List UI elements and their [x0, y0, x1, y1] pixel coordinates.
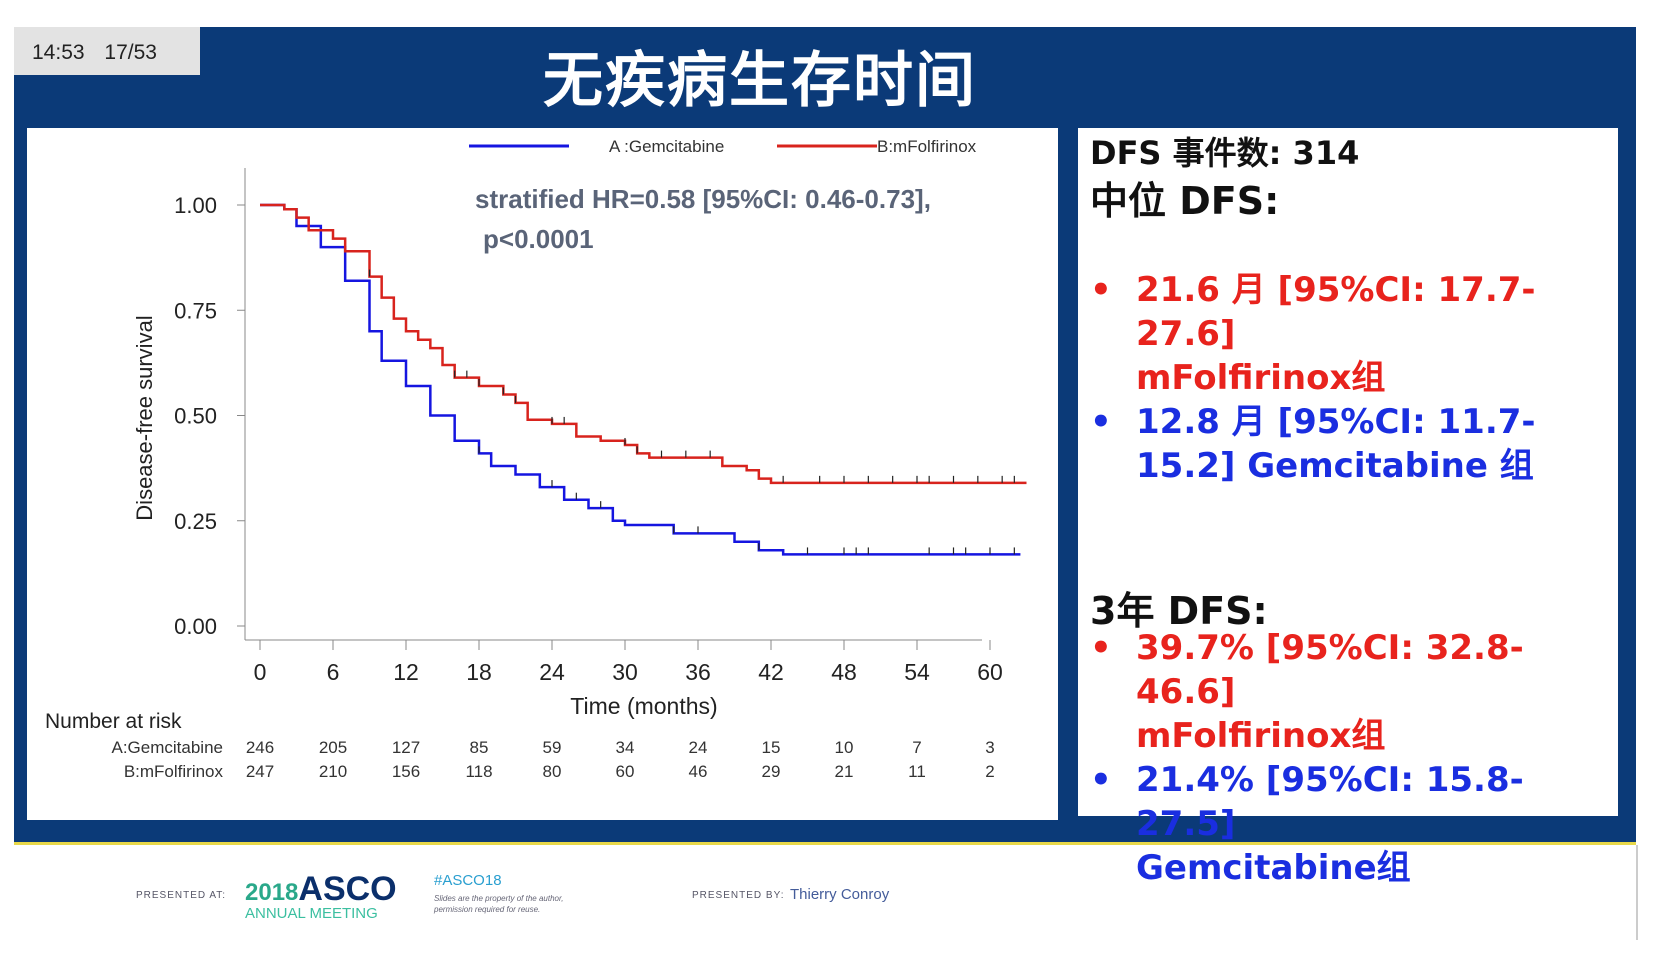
- km-curve-gemcitabine: [260, 203, 1021, 556]
- y-tick-label: 0.00: [174, 614, 217, 639]
- risk-value: 15: [762, 738, 781, 757]
- events-count: DFS 事件数: 314: [1090, 134, 1360, 172]
- logo-year: 2018: [245, 879, 299, 906]
- x-tick-label: 36: [685, 659, 711, 685]
- result-line: 39.7% [95%CI: 32.8-46.6]: [1136, 628, 1524, 712]
- risk-value: 205: [319, 738, 347, 757]
- footer: PRESENTED AT: 2018ASCO ANNUAL MEETING #A…: [0, 848, 1656, 968]
- asco-logo: 2018ASCO ANNUAL MEETING: [245, 870, 397, 922]
- chart-panel: 0.00 0.25 0.50 0.75 1.00 0 6 12 18 24 30 36 42 48 54 60…: [27, 128, 1058, 820]
- disclaimer: permission required for reuse.: [434, 905, 541, 914]
- risk-value: 24: [689, 738, 708, 757]
- logo-name: ASCO: [298, 870, 397, 908]
- bullet-icon: •: [1090, 402, 1112, 442]
- risk-value: 2: [985, 762, 994, 781]
- x-tick-label: 42: [758, 659, 784, 685]
- slide-counter: 14:53 17/53: [14, 27, 200, 75]
- risk-value: 34: [616, 738, 635, 757]
- km-curve-mfolfirinox: [260, 203, 1027, 485]
- x-tick-label: 54: [904, 659, 930, 685]
- disclaimer: Slides are the property of the author,: [434, 894, 564, 903]
- result-line: 21.4% [95%CI: 15.8-27.5]: [1136, 760, 1524, 844]
- risk-value: 85: [470, 738, 489, 757]
- y-tick-label: 0.50: [174, 404, 217, 429]
- risk-value: 80: [543, 762, 562, 781]
- result-line: 21.6 月 [95%CI: 17.7-: [1136, 270, 1536, 310]
- bullet-icon: •: [1090, 760, 1112, 800]
- result-line: mFolfirinox组: [1136, 716, 1386, 756]
- result-item: • 12.8 月 [95%CI: 11.7- 15.2] Gemcitabine 组: [1078, 400, 1536, 488]
- slide-number: 17/53: [104, 41, 157, 64]
- presented-by: PRESENTED BY:: [692, 890, 785, 901]
- x-tick-label: 0: [254, 659, 267, 685]
- result-line: mFolfirinox组: [1136, 358, 1386, 398]
- risk-value: 246: [246, 738, 274, 757]
- risk-value: 59: [543, 738, 562, 757]
- risk-value: 118: [465, 762, 492, 781]
- legend-label: B:mFolfirinox: [877, 137, 977, 156]
- divider: [1636, 845, 1638, 940]
- result-line: 27.6]: [1136, 314, 1236, 354]
- risk-value: 156: [392, 762, 420, 781]
- risk-value: 210: [319, 762, 347, 781]
- result-item: • 21.6 月 [95%CI: 17.7- 27.6] mFolfirinox组: [1078, 268, 1536, 400]
- presented-at: PRESENTED AT:: [136, 890, 227, 901]
- x-tick-label: 48: [831, 659, 857, 685]
- result-item: • 21.4% [95%CI: 15.8-27.5] Gemcitabine组: [1078, 758, 1618, 890]
- risk-value: 7: [912, 738, 921, 757]
- median-heading: 中位 DFS:: [1090, 179, 1280, 223]
- risk-value: 10: [835, 738, 854, 757]
- result-line: Gemcitabine组: [1136, 848, 1411, 888]
- x-tick-label: 60: [977, 659, 1003, 685]
- x-tick-label: 24: [539, 659, 565, 685]
- p-value: p<0.0001: [483, 224, 594, 254]
- y-tick-label: 0.25: [174, 509, 217, 534]
- result-item: • 39.7% [95%CI: 32.8-46.6] mFolfirinox组: [1078, 626, 1618, 758]
- hr-annotation: stratified HR=0.58 [95%CI: 0.46-0.73],: [475, 184, 931, 214]
- x-tick-label: 6: [327, 659, 340, 685]
- x-tick-label: 30: [612, 659, 638, 685]
- risk-table-label: Number at risk: [45, 710, 182, 733]
- hashtag: #ASCO18: [434, 872, 502, 889]
- three-year-heading: 3年 DFS:: [1090, 589, 1268, 633]
- y-tick-label: 1.00: [174, 193, 217, 218]
- slide-title: 无疾病生存时间: [543, 46, 977, 116]
- time: 14:53: [32, 41, 85, 64]
- result-line: 15.2] Gemcitabine 组: [1136, 446, 1534, 486]
- risk-row-name: A:Gemcitabine: [112, 738, 224, 757]
- risk-value: 247: [246, 762, 274, 781]
- bullet-icon: •: [1090, 628, 1112, 668]
- y-axis-label: Disease-free survival: [132, 315, 157, 520]
- risk-value: 127: [392, 738, 420, 757]
- risk-value: 60: [616, 762, 635, 781]
- risk-row-name: B:mFolfirinox: [124, 762, 224, 781]
- x-axis-label: Time (months): [570, 693, 717, 719]
- bullet-icon: •: [1090, 270, 1112, 310]
- risk-value: 29: [762, 762, 781, 781]
- y-tick-label: 0.75: [174, 298, 217, 323]
- x-tick-label: 12: [393, 659, 419, 685]
- x-tick-label: 18: [466, 659, 492, 685]
- logo-sub: ANNUAL MEETING: [245, 905, 378, 922]
- presenter: Thierry Conroy: [790, 886, 890, 903]
- risk-value: 21: [835, 762, 854, 781]
- risk-value: 46: [689, 762, 708, 781]
- km-chart: 0.00 0.25 0.50 0.75 1.00 0 6 12 18 24 30 36 42 48 54 60…: [45, 137, 1027, 781]
- risk-value: 3: [985, 738, 994, 757]
- results-panel: DFS 事件数: 314 中位 DFS: • 21.6 月 [95%CI: 17.…: [1078, 128, 1618, 888]
- risk-value: 11: [908, 762, 926, 781]
- result-line: 12.8 月 [95%CI: 11.7-: [1136, 402, 1536, 442]
- legend-label: A :Gemcitabine: [609, 137, 724, 156]
